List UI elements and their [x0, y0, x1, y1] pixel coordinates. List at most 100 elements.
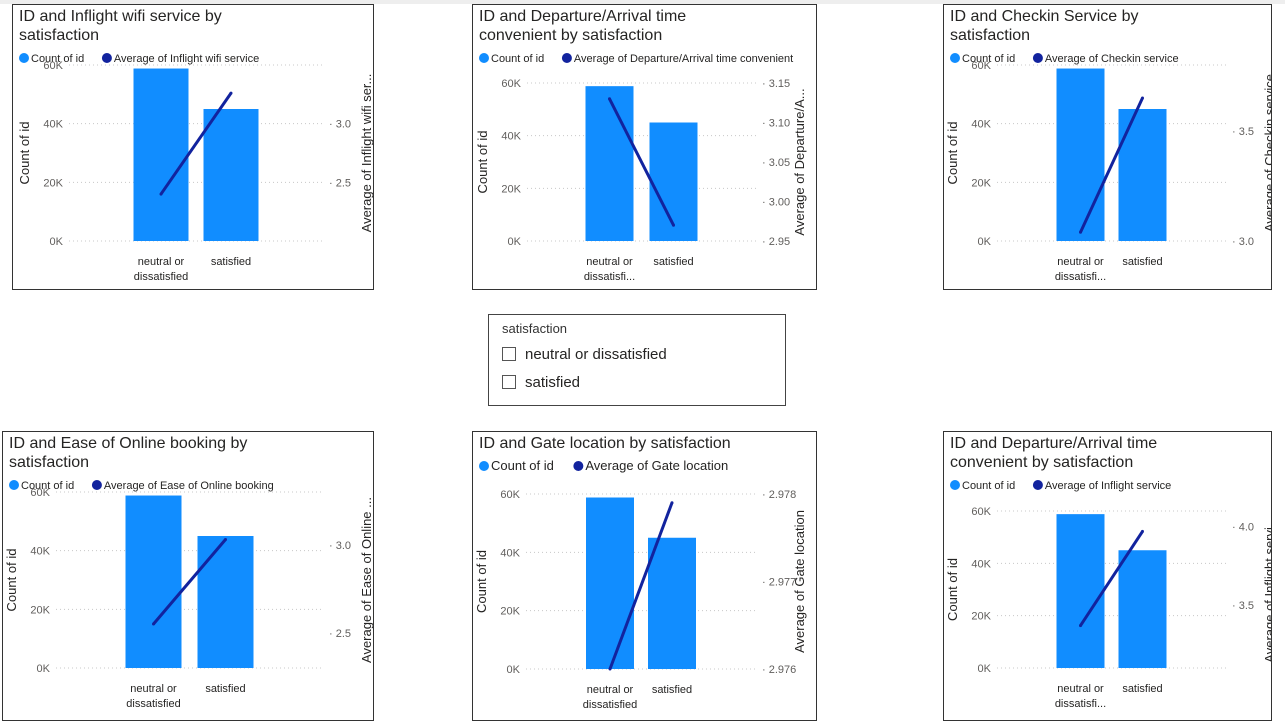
x-tick-label: neutral or — [130, 683, 177, 695]
checkbox[interactable] — [502, 347, 516, 361]
x-tick-label: dissatisfied — [583, 699, 637, 711]
line-point — [1141, 529, 1144, 533]
bar — [203, 109, 259, 241]
y-tick-label: 40K — [43, 119, 63, 131]
y2-tick-label: · 3.0 — [1232, 236, 1254, 248]
chart-title: convenient by satisfaction — [950, 454, 1133, 471]
legend-marker — [91, 480, 102, 490]
line-series — [1079, 97, 1144, 233]
chart-title: convenient by satisfaction — [479, 27, 662, 44]
line-point — [608, 97, 611, 101]
legend-item: Count of id — [31, 53, 84, 65]
y-tick-label: 40K — [500, 547, 520, 559]
line-point — [152, 622, 155, 626]
x-tick-label: dissatisfi... — [1055, 271, 1106, 283]
chart-card-checkin-service[interactable]: ID and Checkin Service by satisfaction Cou… — [943, 4, 1272, 290]
x-tick-label: satisfied — [1122, 683, 1162, 695]
y2-tick-label: · 2.977 — [762, 577, 796, 589]
chart-card-departure-arrival[interactable]: ID and Departure/Arrival time convenient … — [472, 4, 817, 290]
x-tick-label: dissatisfied — [126, 698, 180, 710]
y-tick-label: 0K — [508, 236, 522, 248]
y-axis-title: Count of id — [474, 550, 489, 613]
y-tick-label: 40K — [971, 558, 991, 570]
y2-tick-label: · 2.95 — [762, 236, 790, 248]
y-axis-title: Count of id — [945, 122, 960, 185]
y-tick-label: 20K — [971, 177, 991, 189]
y2-axis-title: Average of Checkin service — [1262, 74, 1272, 232]
checkbox[interactable] — [502, 375, 516, 389]
slicer-option-neutral-or-dissatisfied[interactable]: neutral or dissatisfied — [502, 344, 667, 364]
y-tick-label: 40K — [971, 119, 991, 131]
x-tick-label: neutral or — [586, 256, 633, 268]
line-point — [224, 538, 227, 542]
line-point — [1079, 624, 1082, 628]
line-series — [159, 92, 233, 195]
y2-tick-label: · 3.05 — [762, 157, 790, 169]
y-axis-title: Count of id — [17, 122, 32, 185]
chart-title: ID and Inflight wifi service by — [19, 8, 222, 25]
bar — [648, 537, 696, 669]
legend-marker — [573, 461, 584, 471]
chart-card-inflight-service[interactable]: ID and Departure/Arrival time convenient … — [943, 431, 1272, 721]
chart-card-online-booking[interactable]: ID and Ease of Online booking by satisfac… — [2, 431, 374, 721]
chart-title: ID and Checkin Service by — [950, 8, 1139, 25]
legend-marker — [101, 53, 112, 63]
slicer-title: satisfaction — [502, 321, 568, 336]
y-tick-label: 60K — [971, 506, 991, 518]
y2-tick-label: · 3.0 — [329, 119, 351, 131]
y-tick-label: 60K — [501, 78, 521, 90]
legend-marker — [479, 53, 489, 63]
line-point — [1141, 96, 1144, 100]
legend-item: Count of id — [21, 480, 74, 492]
bar — [1118, 109, 1167, 241]
bar — [125, 495, 182, 668]
slicer-option-satisfied[interactable]: satisfied — [502, 372, 580, 392]
slicer-option-label: neutral or dissatisfied — [525, 345, 667, 363]
y-tick-label: 60K — [500, 489, 520, 501]
legend-marker — [561, 53, 572, 63]
y2-tick-label: · 3.0 — [329, 540, 351, 552]
chart-svg: ID and Departure/Arrival time convenient … — [475, 8, 807, 283]
y-tick-label: 20K — [501, 183, 521, 195]
legend-item: Average of Inflight wifi service — [114, 53, 259, 65]
line-point — [670, 501, 674, 505]
line-point — [1079, 230, 1082, 234]
y-tick-label: 40K — [30, 546, 50, 558]
x-tick-label: satisfied — [653, 256, 693, 268]
x-tick-label: dissatisfi... — [1055, 698, 1106, 710]
y-tick-label: 0K — [50, 236, 64, 248]
legend-item: Count of id — [491, 53, 544, 65]
chart-card-inflight-wifi[interactable]: ID and Inflight wifi service by satisfact… — [12, 4, 374, 290]
line-series — [1079, 530, 1144, 627]
legend-marker — [9, 480, 19, 490]
legend-item: Count of id — [962, 53, 1015, 65]
slicer-option-label: satisfied — [525, 373, 581, 391]
x-tick-label: neutral or — [1057, 683, 1104, 695]
y-axis-title: Count of id — [475, 131, 490, 194]
x-tick-label: satisfied — [211, 256, 251, 268]
y-tick-label: 0K — [37, 663, 51, 675]
chart-svg: ID and Departure/Arrival time convenient … — [945, 435, 1271, 710]
y-axis-title: Count of id — [4, 549, 19, 612]
bar — [133, 68, 189, 241]
y-tick-label: 20K — [30, 604, 50, 616]
y2-tick-label: · 3.5 — [1232, 126, 1254, 138]
bar — [197, 536, 254, 668]
chart-title: satisfaction — [19, 27, 99, 44]
bar — [1056, 68, 1105, 241]
bar — [1118, 550, 1167, 668]
y2-tick-label: · 3.5 — [1232, 600, 1254, 612]
y-tick-label: 20K — [500, 606, 520, 618]
chart-card-gate-location[interactable]: ID and Gate location by satisfaction Coun… — [472, 431, 817, 721]
legend-item: Average of Checkin service — [1045, 53, 1179, 65]
line-series — [608, 502, 674, 670]
y2-tick-label: · 2.5 — [329, 177, 351, 189]
x-tick-label: neutral or — [1057, 256, 1104, 268]
x-tick-label: satisfied — [1122, 256, 1162, 268]
legend-item: Count of id — [962, 480, 1015, 492]
bar — [586, 497, 634, 669]
y2-tick-label: · 2.976 — [762, 664, 796, 676]
chart-title: ID and Gate location by satisfaction — [479, 435, 731, 452]
y-tick-label: 0K — [978, 236, 992, 248]
legend-item: Average of Inflight service — [1045, 480, 1171, 492]
